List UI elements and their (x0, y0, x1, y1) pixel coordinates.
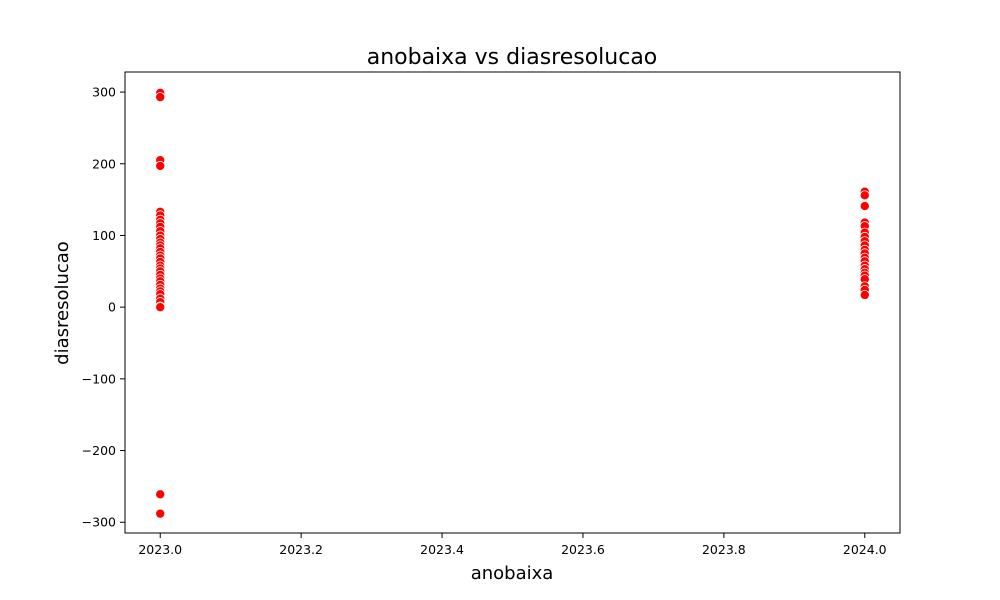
x-tick-label: 2023.4 (420, 542, 464, 557)
x-tick-label: 2023.8 (702, 542, 746, 557)
y-tick-label: 200 (92, 156, 116, 171)
data-point (155, 92, 166, 103)
data-point (155, 302, 166, 313)
x-tick-label: 2023.0 (138, 542, 182, 557)
x-axis-label: anobaixa (471, 563, 554, 584)
plot-frame (124, 71, 901, 534)
data-points (155, 87, 870, 519)
y-tick-label: −100 (82, 371, 116, 386)
x-axis: 2023.0 2023.2 2023.4 2023.6 2023.8 2024.0 (138, 533, 887, 557)
data-point (859, 201, 870, 212)
x-tick-label: 2024.0 (843, 542, 887, 557)
y-axis: −300 −200 −100 0 100 200 300 (82, 85, 125, 530)
data-point (155, 160, 166, 171)
x-tick-label: 2023.2 (279, 542, 323, 557)
y-tick-label: 100 (92, 228, 116, 243)
data-point (859, 190, 870, 201)
data-point (155, 508, 166, 519)
y-tick-label: 0 (108, 300, 116, 315)
y-tick-label: 300 (92, 85, 116, 100)
data-point (155, 489, 166, 500)
y-tick-label: −300 (82, 515, 116, 530)
x-tick-label: 2023.6 (561, 542, 605, 557)
chart-title: anobaixa vs diasresolucao (367, 45, 658, 70)
y-axis-label: diasresolucao (52, 241, 73, 365)
data-point (859, 289, 870, 300)
y-tick-label: −200 (82, 443, 116, 458)
